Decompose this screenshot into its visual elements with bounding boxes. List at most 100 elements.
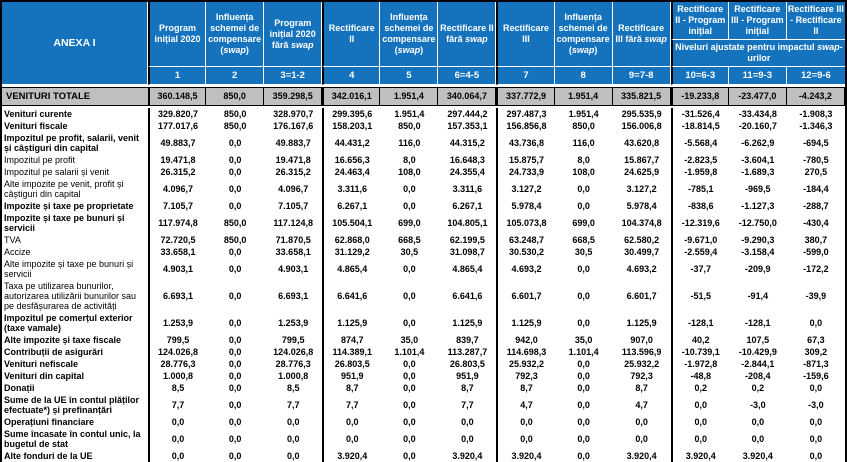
- value-cell: 7.105,7: [278, 201, 309, 211]
- value-cell: 6.641,6: [322, 280, 380, 312]
- value-cell: 113.596,9: [621, 347, 662, 357]
- row-label: Impozitul pe profit: [4, 155, 76, 165]
- value-cell: 0,0: [403, 264, 416, 274]
- table-row: Sume de la UE în contul plăților efectua…: [2, 394, 845, 416]
- value-cell: 299.395,6: [322, 108, 380, 120]
- value-cell: -694,5: [803, 138, 829, 148]
- value-cell: 0,0: [228, 247, 242, 257]
- value-cell: 105.073,8: [496, 212, 554, 234]
- value-cell: 0,0: [496, 428, 554, 450]
- value-cell: 295.535,9: [621, 109, 662, 119]
- value-cell: 0,0: [228, 155, 242, 165]
- row-label: TVA: [4, 235, 21, 245]
- value-cell: 850,0: [572, 121, 595, 131]
- value-cell: 0,0: [322, 428, 380, 450]
- value-cell: 72.720,5: [148, 234, 206, 246]
- value-cell: 3.920,4: [742, 451, 773, 461]
- value-cell: 0,0: [751, 417, 765, 427]
- header-row-numbers: 1 2 3=1-2 4 5 6=4-5 7 8 9=7-8 10=6-3 11=…: [2, 67, 845, 85]
- value-cell: 0,0: [403, 417, 416, 427]
- value-cell: 0,0: [228, 359, 242, 369]
- row-label: Alte impozite pe venit, profit și câștig…: [4, 179, 124, 199]
- value-cell: 25.932,2: [496, 358, 554, 370]
- value-cell: 44.315,2: [449, 138, 485, 148]
- value-cell: 668,5: [398, 235, 421, 245]
- spacer-cell: [2, 106, 845, 108]
- value-cell: -3,0: [808, 400, 824, 410]
- value-cell: 850,0: [398, 121, 421, 131]
- value-cell: 0,0: [286, 451, 300, 461]
- value-cell: 0,0: [228, 371, 242, 381]
- value-cell: 3.920,4: [322, 450, 380, 462]
- table-row: Alte impozite pe venit, profit și câștig…: [2, 178, 845, 200]
- value-cell: 3.311,6: [322, 178, 380, 200]
- totals-cell: 1.951,4: [554, 87, 613, 106]
- value-cell: 31.129,2: [322, 246, 380, 258]
- value-cell: 668,5: [572, 235, 595, 245]
- value-cell: -33.434,8: [738, 109, 777, 119]
- value-cell: -1.959,8: [670, 166, 729, 178]
- value-cell: 942,0: [496, 334, 554, 346]
- value-cell: 799,5: [281, 335, 305, 345]
- value-cell: 4,7: [635, 400, 648, 410]
- value-cell: 30,5: [574, 247, 593, 257]
- value-cell: 4,7: [496, 394, 554, 416]
- value-cell: 0,0: [403, 400, 416, 410]
- value-cell: 4.693,2: [626, 264, 657, 274]
- col-header-9: Rectificare III fără swap: [612, 2, 671, 67]
- value-cell: 0,0: [577, 371, 590, 381]
- value-cell: -2.559,4: [670, 246, 729, 258]
- value-cell: 7,7: [286, 400, 300, 410]
- value-cell: 0,0: [577, 451, 590, 461]
- value-cell: 3.127,2: [496, 178, 554, 200]
- value-cell: 1.101,4: [394, 347, 425, 357]
- value-cell: 15.867,7: [624, 155, 660, 165]
- value-cell: 24.463,4: [322, 166, 380, 178]
- value-cell: 114.698,3: [496, 346, 554, 358]
- totals-cell: 359.298,5: [264, 87, 323, 106]
- value-cell: 0,0: [403, 451, 416, 461]
- value-cell: -209,9: [745, 264, 771, 274]
- value-cell: -51,5: [670, 280, 729, 312]
- table-row: Venituri nefiscale 28.776,3 0,0 28.776,3 26.…: [2, 358, 845, 370]
- value-cell: 297.444,2: [447, 109, 488, 119]
- value-cell: -128,1: [670, 312, 729, 334]
- value-cell: 792,3: [630, 371, 653, 381]
- value-cell: 108,0: [572, 167, 595, 177]
- col-num-3: 3=1-2: [264, 67, 323, 85]
- col-num-11: 11=9-3: [728, 67, 787, 85]
- row-label: Impozite și taxe pe bunuri și servicii: [4, 213, 125, 233]
- totals-cell: -4.243,2: [786, 87, 845, 106]
- value-cell: 0,0: [809, 451, 823, 461]
- value-cell: 26.803,5: [449, 359, 485, 369]
- value-cell: -599,0: [803, 247, 829, 257]
- value-cell: 3.311,6: [452, 184, 483, 194]
- value-cell: 8,7: [496, 382, 554, 394]
- spacer-cell: [2, 85, 845, 87]
- value-cell: -208,4: [745, 371, 771, 381]
- value-cell: 839,7: [456, 335, 479, 345]
- value-cell: 28.776,3: [148, 358, 206, 370]
- value-cell: 1.000,8: [148, 370, 206, 382]
- value-cell: 114.389,1: [322, 346, 380, 358]
- value-cell: 0,0: [577, 318, 590, 328]
- value-cell: 328.970,7: [273, 109, 314, 119]
- value-cell: 0,0: [577, 201, 590, 211]
- col-header-1: Program inițial 2020: [148, 2, 207, 67]
- col-num-8: 8: [554, 67, 613, 85]
- row-label: Contribuții de asigurări: [4, 347, 104, 357]
- value-cell: -5.568,4: [670, 132, 729, 154]
- row-label: Sume de la UE în contul plăților efectua…: [4, 395, 140, 415]
- col-header-10: Rectificare II - Program inițial: [670, 2, 729, 40]
- totals-cell: 1.951,4: [380, 87, 439, 106]
- value-cell: 0,0: [286, 417, 300, 427]
- header-row-swap-band: Niveluri ajustate pentru impactul swap-u…: [2, 40, 845, 67]
- row-label: Venituri fiscale: [4, 121, 68, 131]
- value-cell: 104.374,8: [621, 218, 662, 228]
- col-header-5: Influența schemei de compensare (swap): [380, 2, 439, 67]
- table-row: Alte impozite și taxe fiscale 799,5 0,0 799…: [2, 334, 845, 346]
- value-cell: 117.124,8: [273, 218, 313, 228]
- value-cell: 1.000,8: [278, 371, 309, 381]
- value-cell: 24.625,9: [624, 167, 660, 177]
